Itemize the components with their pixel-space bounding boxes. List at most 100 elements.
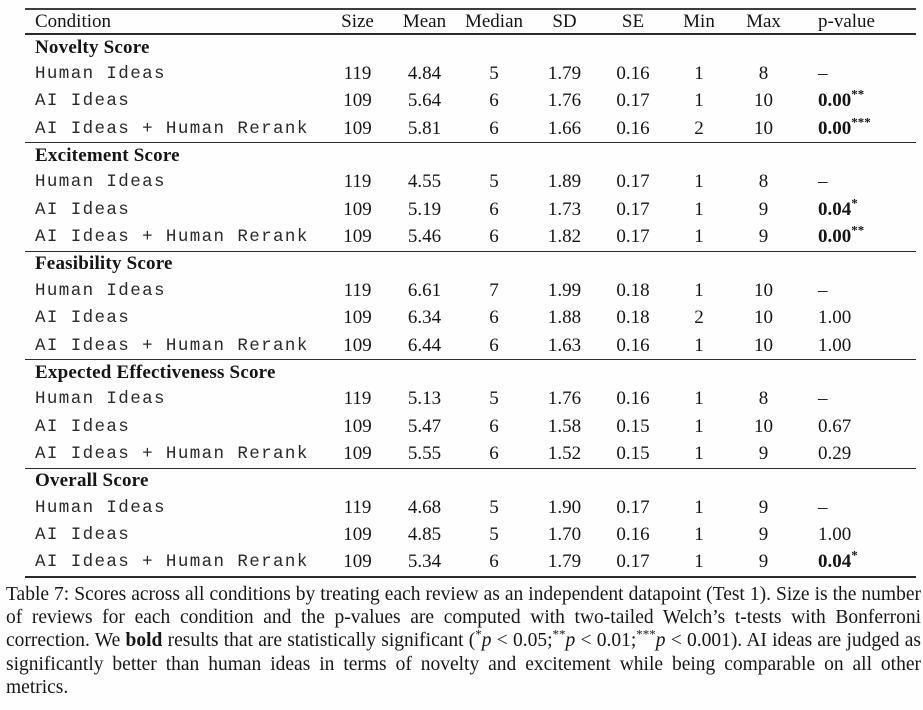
cell-median: 5 bbox=[489, 496, 499, 518]
significance-stars: * bbox=[851, 547, 858, 563]
cell-median: 6 bbox=[489, 117, 499, 139]
cell-p-value: 0.00** bbox=[818, 222, 865, 247]
cell-min: 1 bbox=[694, 198, 704, 220]
table-row: AI Ideas + Human Rerank 109 6.44 6 1.63 0.16 1… bbox=[25, 332, 916, 360]
column-header-se: SE bbox=[621, 10, 645, 32]
cell-median: 6 bbox=[489, 551, 499, 573]
cell-max: 10 bbox=[754, 279, 773, 301]
section-header-row: Novelty Score bbox=[25, 34, 916, 60]
cell-p-value: – bbox=[818, 279, 828, 301]
cell-mean: 6.34 bbox=[407, 307, 442, 329]
column-header-min: Min bbox=[683, 10, 715, 32]
section-header-row: Expected Effectiveness Score bbox=[25, 359, 916, 386]
cell-max: 9 bbox=[758, 524, 769, 546]
cell-max: 9 bbox=[758, 551, 769, 573]
cell-condition: Human Ideas bbox=[35, 172, 166, 193]
cell-condition: AI Ideas + Human Rerank bbox=[35, 444, 309, 464]
cell-mean: 5.47 bbox=[407, 415, 442, 437]
cell-median: 5 bbox=[489, 62, 499, 84]
caption-segment: ** bbox=[552, 626, 566, 642]
table-row: AI Ideas + Human Rerank 109 5.34 6 1.79 0.17 1… bbox=[25, 549, 916, 577]
cell-size: 109 bbox=[343, 198, 372, 220]
column-header-max: Max bbox=[746, 10, 781, 32]
cell-mean: 5.13 bbox=[407, 388, 442, 410]
cell-median: 6 bbox=[489, 307, 499, 329]
significance-stars: * bbox=[851, 195, 858, 211]
cell-se: 0.16 bbox=[616, 388, 650, 410]
cell-p-value: 1.00 bbox=[818, 307, 852, 329]
cell-min: 1 bbox=[694, 415, 704, 437]
cell-p-value: 0.04* bbox=[818, 547, 858, 573]
column-header-size: Size bbox=[341, 10, 374, 32]
table-row: AI Ideas + Human Rerank 109 5.81 6 1.66 0.16 2… bbox=[25, 115, 916, 143]
cell-median: 7 bbox=[489, 279, 499, 301]
cell-median: 6 bbox=[489, 334, 499, 356]
cell-size: 109 bbox=[343, 524, 372, 546]
cell-mean: 6.61 bbox=[407, 279, 442, 301]
cell-size: 119 bbox=[343, 279, 372, 301]
cell-se: 0.16 bbox=[616, 334, 650, 356]
cell-max: 9 bbox=[758, 226, 769, 247]
cell-condition: Human Ideas bbox=[35, 389, 166, 410]
table-row: Human Ideas 119 5.13 5 1.76 0.16 1 8 – bbox=[25, 386, 916, 414]
cell-p-value: 0.67 bbox=[818, 415, 852, 437]
column-header-sd: SD bbox=[552, 10, 577, 32]
cell-sd: 1.76 bbox=[547, 388, 582, 410]
cell-se: 0.17 bbox=[616, 496, 650, 518]
cell-condition: AI Ideas bbox=[35, 416, 131, 437]
cell-min: 1 bbox=[694, 279, 704, 301]
cell-min: 1 bbox=[694, 171, 704, 193]
section-title: Feasibility Score bbox=[35, 253, 173, 275]
cell-median: 5 bbox=[489, 171, 499, 193]
cell-se: 0.17 bbox=[616, 226, 650, 247]
cell-mean: 5.19 bbox=[407, 198, 442, 220]
cell-size: 109 bbox=[343, 90, 372, 112]
cell-sd: 1.66 bbox=[547, 117, 582, 139]
cell-se: 0.16 bbox=[616, 524, 650, 546]
cell-size: 119 bbox=[343, 171, 372, 193]
cell-p-value: 0.29 bbox=[818, 443, 852, 464]
header-row: Condition Size Mean Median SD SE Min Max… bbox=[25, 9, 916, 34]
cell-max: 10 bbox=[754, 117, 773, 139]
section-title: Expected Effectiveness Score bbox=[35, 361, 276, 383]
cell-mean: 4.85 bbox=[407, 524, 442, 546]
cell-condition: AI Ideas bbox=[35, 199, 131, 220]
table-caption: Table 7: Scores across all conditions by… bbox=[6, 583, 921, 700]
cell-mean: 5.64 bbox=[407, 90, 442, 112]
cell-median: 6 bbox=[489, 443, 499, 464]
cell-condition: Human Ideas bbox=[35, 497, 166, 518]
cell-condition: AI Ideas + Human Rerank bbox=[35, 118, 309, 139]
cell-median: 6 bbox=[489, 415, 499, 437]
cell-se: 0.17 bbox=[616, 551, 650, 573]
table-row: AI Ideas 109 5.19 6 1.73 0.17 1 9 0.04* bbox=[25, 196, 916, 224]
cell-p-value: 1.00 bbox=[818, 524, 852, 546]
column-header-mean: Mean bbox=[402, 10, 447, 32]
section-title: Novelty Score bbox=[35, 36, 150, 58]
cell-max: 10 bbox=[754, 334, 773, 356]
cell-size: 109 bbox=[343, 551, 372, 573]
cell-median: 6 bbox=[489, 198, 499, 220]
cell-min: 2 bbox=[694, 307, 704, 329]
caption-segment: p bbox=[565, 630, 576, 652]
section-header-row: Excitement Score bbox=[25, 142, 916, 169]
table-row: AI Ideas 109 6.34 6 1.88 0.18 2 10 1.00 bbox=[25, 305, 916, 333]
caption-segment: p bbox=[481, 630, 492, 652]
cell-mean: 5.81 bbox=[407, 117, 442, 139]
caption-segment: Table 7: Scores across all conditions by… bbox=[6, 583, 921, 652]
cell-p-value: – bbox=[818, 171, 828, 193]
cell-mean: 4.84 bbox=[407, 62, 442, 84]
cell-se: 0.17 bbox=[616, 171, 650, 193]
cell-mean: 4.55 bbox=[407, 171, 442, 193]
cell-max: 10 bbox=[754, 90, 773, 112]
caption-segment: * bbox=[475, 626, 482, 642]
cell-max: 9 bbox=[758, 496, 769, 518]
cell-max: 8 bbox=[758, 388, 769, 410]
cell-se: 0.18 bbox=[616, 307, 650, 329]
cell-min: 1 bbox=[694, 524, 704, 546]
cell-sd: 1.82 bbox=[547, 226, 582, 247]
cell-sd: 1.99 bbox=[547, 279, 582, 301]
cell-p-value: – bbox=[818, 388, 828, 410]
cell-max: 8 bbox=[758, 62, 769, 84]
column-header-p-value: p-value bbox=[818, 10, 875, 32]
cell-p-value: 0.00*** bbox=[818, 114, 871, 139]
